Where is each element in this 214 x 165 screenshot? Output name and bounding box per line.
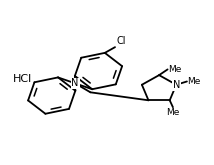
Text: Me: Me xyxy=(168,65,181,74)
Text: N: N xyxy=(172,80,180,90)
Text: N: N xyxy=(71,78,79,88)
Text: Cl: Cl xyxy=(116,36,126,46)
Text: Me: Me xyxy=(166,108,180,117)
Text: HCl: HCl xyxy=(12,74,32,84)
Text: Me: Me xyxy=(187,77,201,86)
Text: S: S xyxy=(72,78,78,88)
